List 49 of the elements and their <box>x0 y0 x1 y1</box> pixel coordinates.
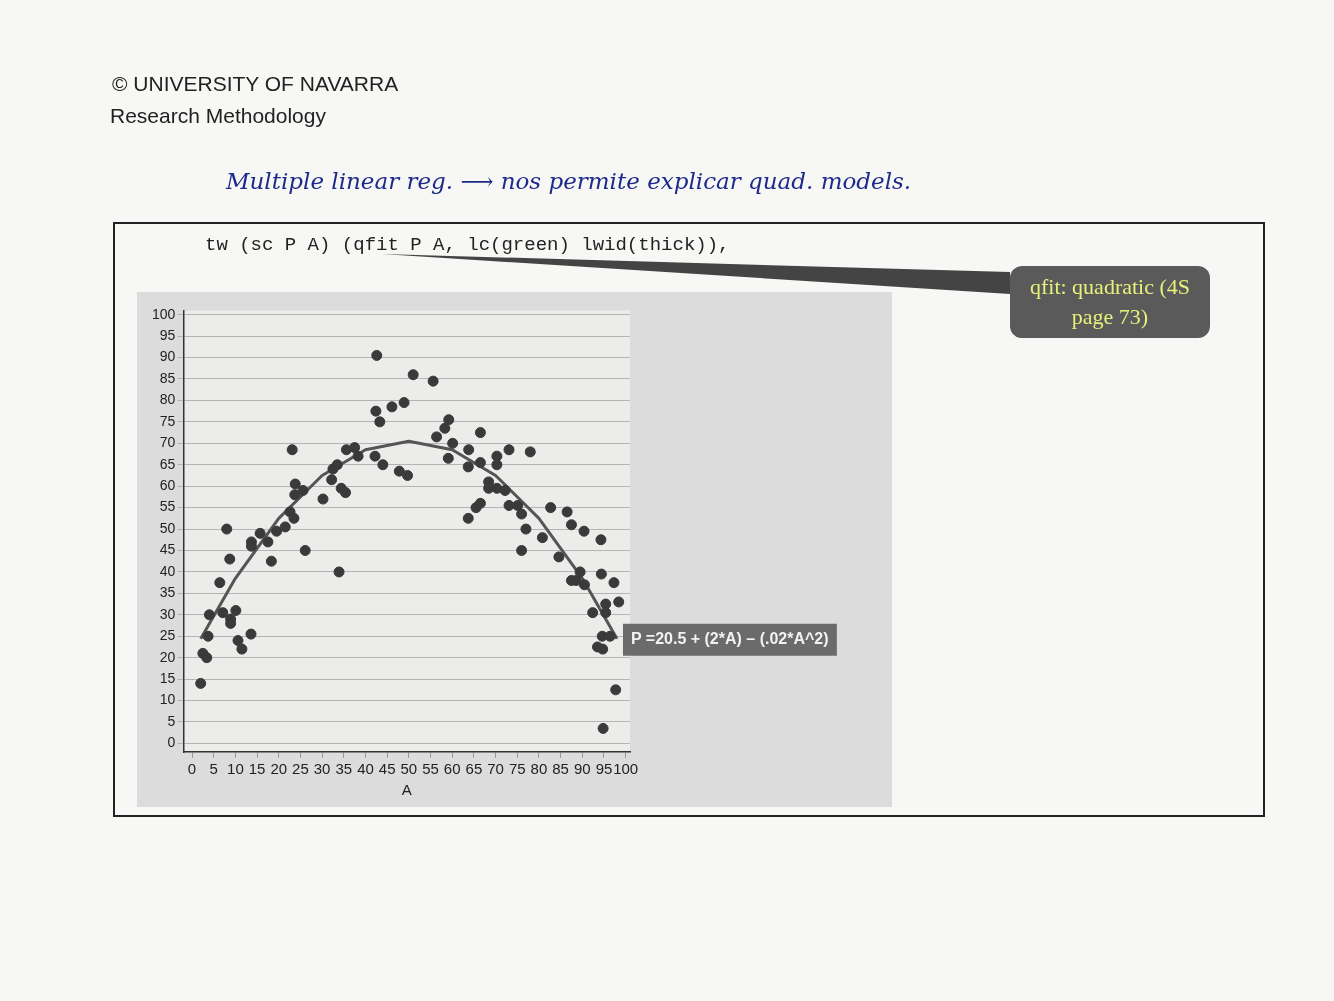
x-tick-label: 0 <box>187 760 197 778</box>
y-tick-label: 80 <box>159 391 176 408</box>
x-tick-label: 75 <box>508 760 526 778</box>
x-tick-label: 15 <box>248 760 266 778</box>
x-tick-label: 10 <box>227 760 244 778</box>
y-tick-label: 60 <box>159 477 176 494</box>
y-tick-label: 70 <box>159 434 176 451</box>
x-tick-label: 35 <box>335 760 353 778</box>
y-tick-label: 25 <box>159 627 176 644</box>
y-tick-label: 50 <box>159 519 176 536</box>
x-axis-title: A <box>401 781 412 799</box>
x-tick-label: 55 <box>422 760 439 778</box>
x-tick-label: 50 <box>400 760 418 778</box>
text: © UNIVERSITY OF NAVARRA <box>112 72 399 96</box>
y-tick-label: 40 <box>159 562 176 579</box>
x-tick-label: 20 <box>270 760 288 778</box>
text: Research Methodology <box>110 104 326 128</box>
y-tick-label: 35 <box>159 584 176 601</box>
y-tick-label: 90 <box>159 348 176 365</box>
y-tick-label: 100 <box>152 305 176 322</box>
x-tick-label: 80 <box>530 760 548 778</box>
y-tick-label: 45 <box>159 541 176 558</box>
y-tick-label: 55 <box>159 498 176 515</box>
x-tick-label: 100 <box>613 760 639 778</box>
y-tick-label: 5 <box>167 712 176 729</box>
y-tick-label: 15 <box>159 669 176 686</box>
y-tick-label: 20 <box>159 648 176 665</box>
x-tick-label: 25 <box>292 760 309 778</box>
y-tick-label: 30 <box>159 605 176 622</box>
x-tick-label: 60 <box>443 760 461 778</box>
y-tick-label: 95 <box>159 326 176 343</box>
x-tick-label: 45 <box>378 760 396 778</box>
text: Multiple linear reg. ⟶ nos permite explicar quad. models. <box>226 168 912 194</box>
text: tw (sc P A) (qfit P A, lc(green) lwid(thick)), <box>205 234 730 256</box>
x-tick-label: 40 <box>357 760 374 778</box>
y-tick-label: 0 <box>167 734 176 751</box>
x-tick-label: 70 <box>487 760 504 778</box>
x-tick-label: 90 <box>573 760 591 778</box>
y-tick-label: 65 <box>159 455 176 472</box>
x-tick-label: 30 <box>313 760 331 778</box>
x-tick-label: 85 <box>552 760 569 778</box>
x-tick-label: 65 <box>465 760 483 778</box>
annotation: P =20.5 + (2*A) – (.02*A^2) <box>630 630 829 648</box>
x-tick-label: 5 <box>209 760 218 778</box>
y-tick-label: 75 <box>159 412 176 429</box>
y-tick-label: 85 <box>159 369 176 386</box>
y-tick-label: 10 <box>159 691 176 708</box>
x-tick-label: 95 <box>595 760 613 778</box>
text: qfit: quadratic (4S page 73) <box>1010 266 1210 338</box>
